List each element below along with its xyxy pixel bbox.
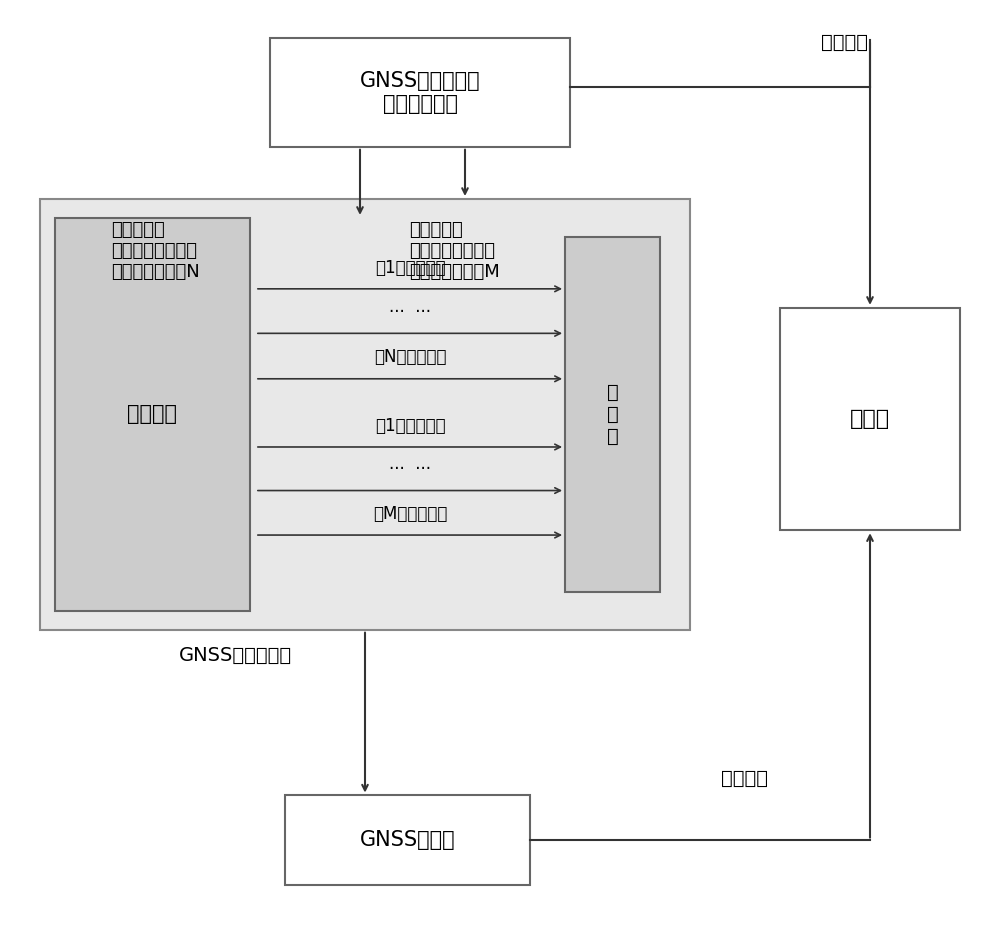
Bar [565, 237, 660, 592]
Text: 控制指令：
给定真实轨迹参数
给定真实信号数N: 控制指令： 给定真实轨迹参数 给定真实信号数N [111, 222, 199, 280]
Text: GNSS信号模拟源
仿真控制模块: GNSS信号模拟源 仿真控制模块 [360, 71, 480, 114]
Text: 第1路欺骗信号: 第1路欺骗信号 [375, 417, 445, 435]
Text: 控制指令：
给定欺骗轨迹参数
给定欺骗信号数M: 控制指令： 给定欺骗轨迹参数 给定欺骗信号数M [410, 222, 500, 280]
Text: GNSS接收机: GNSS接收机 [360, 831, 455, 850]
Text: ···  ···: ··· ··· [389, 303, 431, 321]
Text: 定位结果: 定位结果 [722, 769, 768, 788]
Text: 第M路欺骗信号: 第M路欺骗信号 [373, 505, 447, 523]
Text: GNSS信号模拟源: GNSS信号模拟源 [178, 646, 292, 665]
Bar [40, 199, 690, 630]
Text: 第N路真实信号: 第N路真实信号 [374, 348, 446, 366]
Bar [780, 308, 960, 530]
Bar [270, 38, 570, 147]
Text: ···  ···: ··· ··· [389, 460, 431, 478]
Bar [55, 218, 250, 611]
Text: 计算机: 计算机 [850, 409, 890, 429]
Text: 第1路真实信号: 第1路真实信号 [375, 259, 445, 277]
Text: 合
路
器: 合 路 器 [607, 383, 618, 446]
Text: 欺骗轨迹: 欺骗轨迹 [822, 33, 868, 52]
Text: 数学仿真: 数学仿真 [128, 404, 178, 424]
Bar [285, 795, 530, 885]
